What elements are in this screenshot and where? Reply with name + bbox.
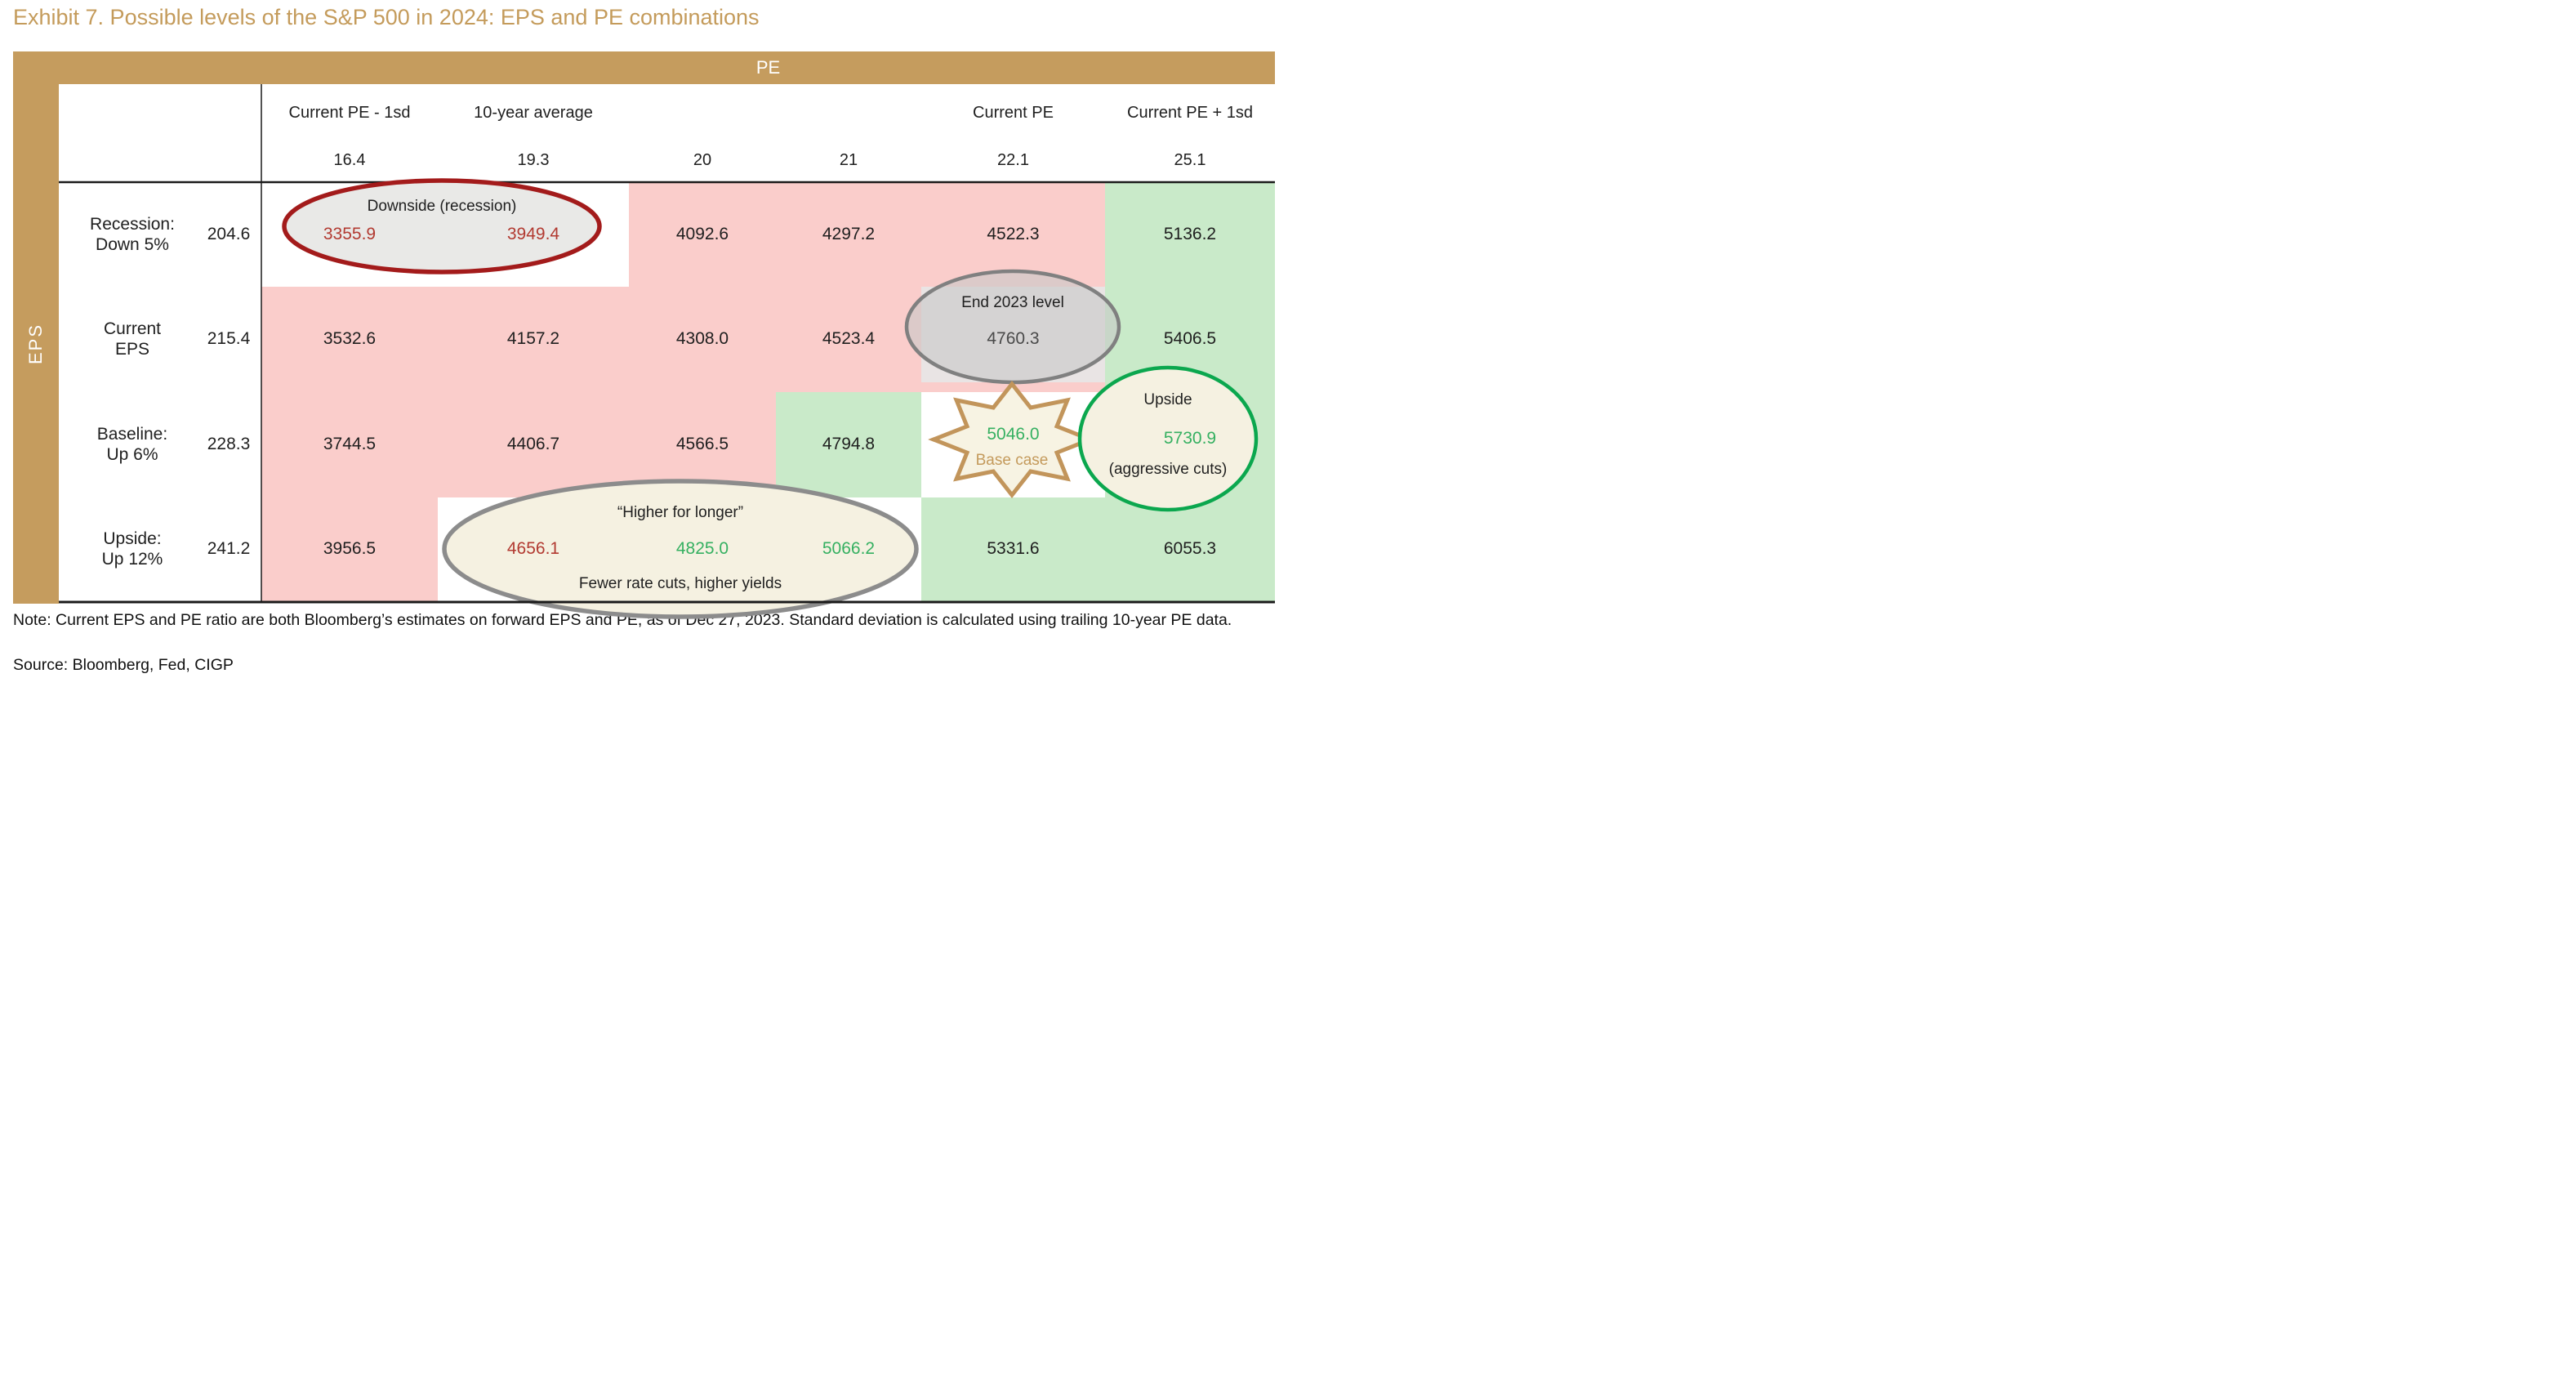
eps-value: 241.2: [207, 539, 251, 558]
cell-value: 4566.5: [675, 435, 729, 453]
cell-value: 4297.2: [822, 225, 876, 243]
pe-value: 19.3: [517, 151, 550, 169]
cell-value: 4760.3: [987, 329, 1040, 348]
eps-row-label: Recession: Down 5%: [90, 215, 175, 254]
end-2023-level-label: End 2023 level: [961, 294, 1064, 311]
cell-value: 3949.4: [506, 225, 560, 243]
cell-value: 4522.3: [987, 225, 1040, 243]
matrix-cell: [629, 182, 776, 287]
upside-label: Upside: [1143, 391, 1192, 408]
pe-value: 21: [839, 151, 858, 169]
cell-value: 5136.2: [1163, 225, 1217, 243]
exhibit-page: { "title": "Exhibit 7. Possible levels o…: [0, 0, 1288, 692]
matrix-cell: [776, 287, 921, 392]
pe-column-header: 10-year average: [474, 104, 593, 122]
matrix-cell: [1105, 182, 1275, 287]
cell-value: 5331.6: [987, 539, 1040, 558]
matrix-cell: [1105, 497, 1275, 603]
eps-value: 215.4: [207, 329, 251, 348]
matrix-cell: [776, 392, 921, 497]
pe-value: 16.4: [333, 151, 366, 169]
footnote: Note: Current EPS and PE ratio are both …: [13, 611, 1232, 629]
cell-value: 3532.6: [323, 329, 377, 348]
pe-value: 22.1: [997, 151, 1029, 169]
matrix-cell: [629, 287, 776, 392]
matrix-cell: [261, 287, 438, 392]
eps-value: 228.3: [207, 435, 251, 453]
eps-row-label: Current EPS: [103, 319, 162, 359]
pe-value: 20: [693, 151, 712, 169]
cell-value: 5730.9: [1163, 429, 1217, 448]
pe-column-header: Current PE: [973, 104, 1054, 122]
matrix-cell: [438, 287, 629, 392]
base-case-label: Base case: [975, 452, 1049, 469]
matrix-cell: [776, 182, 921, 287]
cell-value: 5046.0: [987, 425, 1040, 444]
cell-value: 3956.5: [323, 539, 377, 558]
cell-value: 4308.0: [675, 329, 729, 348]
cell-value: 6055.3: [1163, 539, 1217, 558]
pe-axis-band: [13, 51, 1275, 84]
matrix-cell: [921, 497, 1105, 603]
cell-value: 3355.9: [323, 225, 377, 243]
cell-value: 4794.8: [822, 435, 876, 453]
source-line: Source: Bloomberg, Fed, CIGP: [13, 656, 234, 674]
cell-value: 4092.6: [675, 225, 729, 243]
matrix-cell: [261, 497, 438, 603]
scenario-matrix: PE EPS Current PE - 1sd 10-year average Cu…: [13, 51, 1275, 619]
matrix-cell: [261, 392, 438, 497]
cell-value: 3744.5: [323, 435, 377, 453]
aggressive-cuts-label: (aggressive cuts): [1108, 461, 1228, 478]
cell-value: 5066.2: [822, 539, 876, 558]
cell-value: 5406.5: [1163, 329, 1217, 348]
higher-for-longer-label: “Higher for longer”: [617, 504, 744, 521]
pe-column-header: Current PE + 1sd: [1127, 104, 1253, 122]
eps-row-label: Baseline: Up 6%: [96, 425, 168, 464]
end-2023-level-ellipse: [904, 269, 1121, 385]
upside-aggressive-cuts-ellipse: [1077, 365, 1259, 512]
page-title: Exhibit 7. Possible levels of the S&P 50…: [13, 5, 760, 29]
cell-value: 4656.1: [506, 539, 560, 558]
eps-axis-band: EPS: [13, 84, 59, 604]
matrix-cell: [921, 182, 1105, 287]
eps-row-label: Upside: Up 12%: [101, 529, 163, 569]
base-case-star: [928, 380, 1096, 499]
higher-for-longer-ellipse: [442, 479, 919, 619]
cell-value: 4406.7: [506, 435, 560, 453]
eps-value: 204.6: [207, 225, 251, 243]
annotation-shapes-layer: [59, 84, 1275, 619]
pe-column-header: Current PE - 1sd: [288, 104, 411, 122]
pe-axis-label: PE: [755, 57, 781, 78]
fewer-rate-cuts-label: Fewer rate cuts, higher yields: [578, 575, 782, 592]
downside-recession-ellipse: [282, 178, 602, 274]
pe-value: 25.1: [1174, 151, 1206, 169]
cell-value: 4523.4: [822, 329, 876, 348]
matrix-cell: [438, 392, 629, 497]
cell-value: 4825.0: [675, 539, 729, 558]
downside-recession-label: Downside (recession): [367, 198, 517, 215]
cell-value: 4157.2: [506, 329, 560, 348]
